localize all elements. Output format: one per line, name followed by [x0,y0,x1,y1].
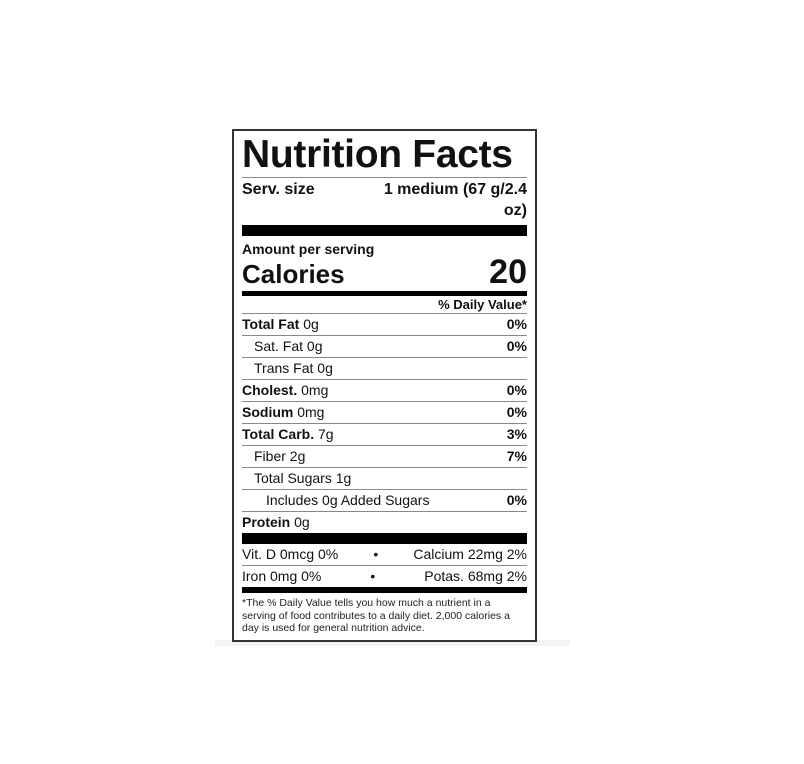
background-shade [215,640,570,646]
nutrient-label: Total Carb. [242,426,315,442]
nutrient-amount: 2g [289,448,306,464]
nutrient-name: Sodium 0mg [242,402,324,423]
nutrient-row: Total Fat 0g 0% [242,313,527,335]
serving-size-value: 1 medium (67 g/2.4 oz) [383,181,527,219]
nutrient-amount: 0mg [297,404,325,420]
nutrient-name: Sat. Fat 0g [242,336,323,357]
amount-per-serving: Amount per serving [242,241,375,257]
nutrient-daily-value: 3% [506,426,527,442]
nutrient-name: Total Fat 0g [242,314,319,335]
nutrient-label: Sodium [242,404,294,420]
nutrient-row: Total Sugars 1g [242,467,527,489]
vitamin-sep: • [370,568,376,584]
nutrient-label: Fiber [254,448,286,464]
nutrient-label: Total Sugars [254,470,332,486]
nutrient-label: Protein [242,514,291,530]
vitamin-left: Vit. D 0mcg 0% [242,546,339,562]
nutrient-row: Sodium 0mg 0% [242,401,527,423]
nutrient-row: Cholest. 0mg 0% [242,379,527,401]
nutrient-row: Trans Fat 0g [242,357,527,379]
nutrient-daily-value: 0% [506,338,527,354]
nutrient-amount: 0g [303,316,319,332]
label-title: Nutrition Facts [242,133,513,176]
calories-label: Calories [242,259,345,289]
nutrient-row: Fiber 2g 7% [242,445,527,467]
nutrient-amount: 0mg [301,382,329,398]
nutrient-name: Fiber 2g [242,446,305,467]
nutrient-amount: 0g [306,338,323,354]
thick-divider [242,225,527,236]
nutrient-label: Cholest. [242,382,298,398]
nutrient-daily-value: 0% [506,382,527,398]
vitamin-row: Vit. D 0mcg 0% • Calcium 22mg 2% [242,544,527,565]
nutrient-row: Includes 0g Added Sugars 0% [242,489,527,511]
nutrient-daily-value: 7% [506,448,527,464]
nutrient-name: Protein 0g [242,512,310,533]
calories-value: 20 [489,253,527,291]
nutrient-name: Includes 0g Added Sugars [242,490,429,511]
nutrient-label: Total Fat [242,316,300,332]
nutrient-daily-value: 0% [506,316,527,332]
vitamin-right: Calcium 22mg 2% [413,546,527,562]
nutrient-name: Total Carb. 7g [242,424,334,445]
nutrient-row: Total Carb. 7g 3% [242,423,527,445]
calories-row: Calories 20 [242,253,527,291]
nutrient-amount: 0g [294,514,310,530]
nutrient-name: Trans Fat 0g [242,358,333,379]
nutrient-amount: 1g [335,470,352,486]
daily-value-header: % Daily Value* [438,297,527,312]
nutrient-name: Cholest. 0mg [242,380,328,401]
serving-size-label: Serv. size [242,181,315,198]
thick-divider [242,533,527,544]
divider [242,177,527,178]
medium-divider [242,587,527,593]
vitamin-sep: • [373,546,379,562]
nutrient-daily-value: 0% [506,404,527,420]
nutrient-label: Includes 0g Added Sugars [266,492,430,508]
nutrient-row: Protein 0g [242,511,527,533]
nutrient-amount: 0g [317,360,333,376]
serving-size-row: Serv. size 1 medium (67 g/2.4 oz) [242,178,527,221]
vitamin-list: Vit. D 0mcg 0% • Calcium 22mg 2% Iron 0mg 0… [242,544,527,587]
footnote: *The % Daily Value tells you how much a … [242,597,510,634]
medium-divider [242,291,527,296]
nutrient-list: Total Fat 0g 0% Sat. Fat 0g 0% Trans Fat 0g C… [242,313,527,533]
vitamin-row: Iron 0mg 0% • Potas. 68mg 2% [242,565,527,587]
nutrient-row: Sat. Fat 0g 0% [242,335,527,357]
nutrient-label: Trans Fat [254,360,314,376]
nutrient-daily-value: 0% [506,492,527,508]
nutrient-label: Sat. Fat [254,338,304,354]
nutrient-name: Total Sugars 1g [242,468,351,489]
vitamin-left: Iron 0mg 0% [242,568,322,584]
nutrition-label: Nutrition Facts Serv. size 1 medium (67 … [232,129,537,642]
vitamin-right: Potas. 68mg 2% [424,568,527,584]
nutrient-amount: 7g [317,426,334,442]
